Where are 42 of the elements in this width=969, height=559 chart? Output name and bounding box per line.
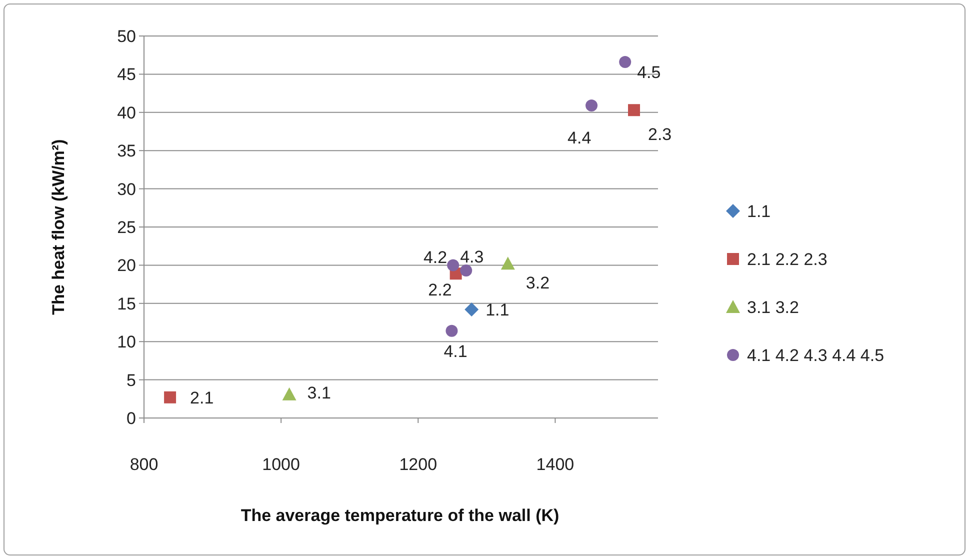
point [447,259,460,272]
y-axis-title: The heat flow (kW/m²) [49,139,68,315]
annotation: 3.1 [307,383,331,402]
annotation: 1.1 [486,300,510,320]
legend-label: 3.1 3.2 [747,298,799,317]
point [460,264,472,277]
y-tick-label: 20 [117,256,136,276]
annotation: 4.2 [423,248,448,268]
legend-label: 2.1 2.2 2.3 [747,250,828,269]
y-tick-label: 30 [117,180,136,199]
y-tick-label: 45 [117,65,136,84]
point [586,100,598,112]
annotation: 2.1 [190,388,214,408]
x-tick-label: 1400 [536,455,574,474]
y-tick-label: 25 [117,218,136,237]
point [282,387,296,400]
y-tick-label: 50 [117,26,136,46]
annotation: 4.1 [444,342,468,361]
point [164,391,176,404]
point [500,256,515,270]
point [464,302,479,317]
y-tick-label: 0 [126,408,136,428]
annotation: 4.4 [568,128,592,148]
y-tick-label: 5 [126,370,136,390]
y-tick-label: 15 [117,294,136,314]
y-tick-label: 35 [117,142,136,161]
x-tick-label: 1200 [399,455,438,474]
y-tick-label: 10 [117,332,136,352]
y-tick-label: 40 [117,103,136,122]
annotation: 2.3 [648,125,672,144]
point [628,104,640,116]
x-tick-label: 800 [130,455,158,474]
x-axis-title: The average temperature of the wall (K) [240,506,560,525]
point [446,324,458,337]
x-tick-label: 1000 [262,455,300,474]
annotation: 3.2 [526,274,550,293]
legend-label: 4.1 4.2 4.3 4.4 4.5 [747,346,884,365]
point [619,56,632,68]
annotation: 4.5 [637,62,661,82]
annotation: 2.2 [428,280,452,300]
annotation: 4.3 [460,248,484,267]
legend-label: 1.1 [747,202,771,221]
